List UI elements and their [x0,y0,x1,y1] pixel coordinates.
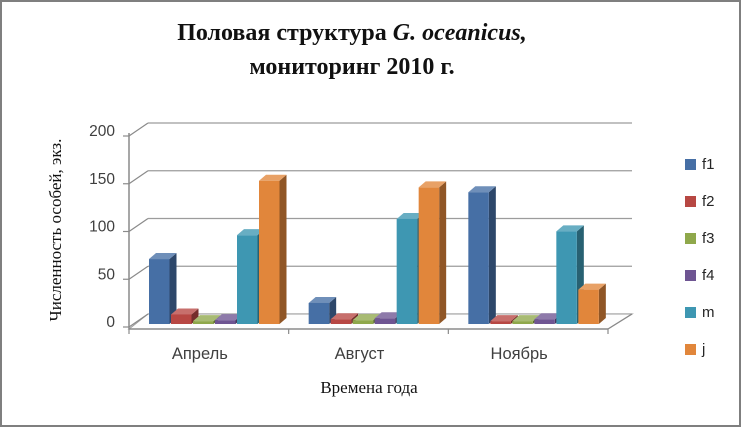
bar-f4-Август [374,318,396,324]
chart-title-line1: Половая структура G. oceanicus, [177,20,527,46]
bar-top-f4-Август [374,312,403,319]
legend-item-f1: f1 [685,153,715,175]
legend-swatch-m [685,306,696,318]
legend-label-f4: f4 [702,266,715,284]
y-tick-connector [128,122,149,137]
y-axis-title: Численность особей, экз. [46,138,65,322]
legend-label-f2: f2 [702,192,715,210]
legend-label-m: m [702,303,715,321]
bar-f3-Апрель [193,321,214,324]
x-category-label: Апрель [172,345,228,363]
bar-top-f3-Апрель [193,315,221,322]
legend-swatch-j [685,343,696,355]
y-tick-label: 50 [98,266,116,283]
chart-title-text: Половая структура [177,20,393,46]
legend-item-f4: f4 [685,264,715,286]
bar-top-m-Август [396,212,425,219]
bar-top-f2-Август [330,313,359,320]
bar-top-f3-Ноябрь [512,315,540,322]
bar-top-f4-Ноябрь [534,313,562,320]
bar-top-f2-Апрель [171,308,199,315]
bar-top-m-Апрель [237,229,265,236]
bar-side-j-Апрель [279,174,287,324]
bar-f1-Ноябрь [468,192,489,324]
x-category-label: Август [335,345,385,363]
y-tick-connector [128,265,149,280]
bar-side-f2-Апрель [191,308,199,324]
legend-item-j: j [685,338,715,360]
y-tick-connector [128,170,149,185]
legend-label-f3: f3 [702,229,715,247]
x-category-label: Ноябрь [491,345,548,363]
legend-item-m: m [685,301,715,323]
y-tick-connector [128,313,149,328]
bar-f2-Ноябрь [490,321,511,324]
bar-f4-Ноябрь [534,319,555,324]
legend-swatch-f2 [685,195,696,207]
legend-label-f1: f1 [702,155,715,173]
x-axis-depth-edge [607,313,633,330]
bar-top-j-Апрель [259,174,287,181]
bar-m-Апрель [237,235,258,324]
bar-m-Август [396,218,418,324]
bar-f3-Август [352,320,374,324]
bar-f2-Апрель [171,314,192,324]
bar-j-Апрель [259,180,280,324]
bar-f1-Апрель [149,259,170,324]
bar-top-j-Август [418,181,447,188]
y-tick-connector [128,218,149,232]
bar-side-f1-Апрель [169,253,177,324]
bar-m-Ноябрь [556,231,577,324]
bar-top-m-Ноябрь [556,225,584,232]
y-tick-label: 100 [89,219,115,236]
legend-label-j: j [702,340,706,358]
chart-title-line2: мониторинг 2010 г. [249,54,455,80]
bar-top-f4-Апрель [215,314,243,321]
bar-f3-Ноябрь [512,321,533,324]
legend-swatch-f3 [685,232,696,244]
legend-item-f2: f2 [685,190,715,212]
chart-title-species-italic: G. oceanicus, [392,20,527,46]
bar-f4-Апрель [215,320,236,324]
bar-side-j-Ноябрь [598,283,606,324]
bar-j-Ноябрь [578,289,599,324]
y-tick-label: 150 [89,171,115,188]
legend-swatch-f4 [685,269,696,281]
legend-item-f3: f3 [685,227,715,249]
bar-top-f1-Ноябрь [468,186,496,193]
legend: f1 f2 f3 f4 m j [685,153,715,375]
bar-j-Август [418,187,440,324]
x-axis-title: Времена года [320,378,418,397]
bar-top-j-Ноябрь [578,283,606,290]
bar-top-f3-Август [352,314,381,321]
legend-swatch-f1 [685,158,696,170]
bar-top-f1-Август [308,296,337,303]
bar-top-f1-Апрель [149,253,177,260]
y-tick-label: 200 [89,123,115,140]
bar-top-f2-Ноябрь [490,315,518,322]
y-tick-label: 0 [106,314,115,331]
bar-side-f1-Ноябрь [488,186,496,324]
bar-f1-Август [308,302,330,324]
chart-title: Половая структура G. oceanicus, монитори… [2,16,702,84]
bar-side-j-Август [439,181,447,324]
bar-f2-Август [330,319,352,324]
